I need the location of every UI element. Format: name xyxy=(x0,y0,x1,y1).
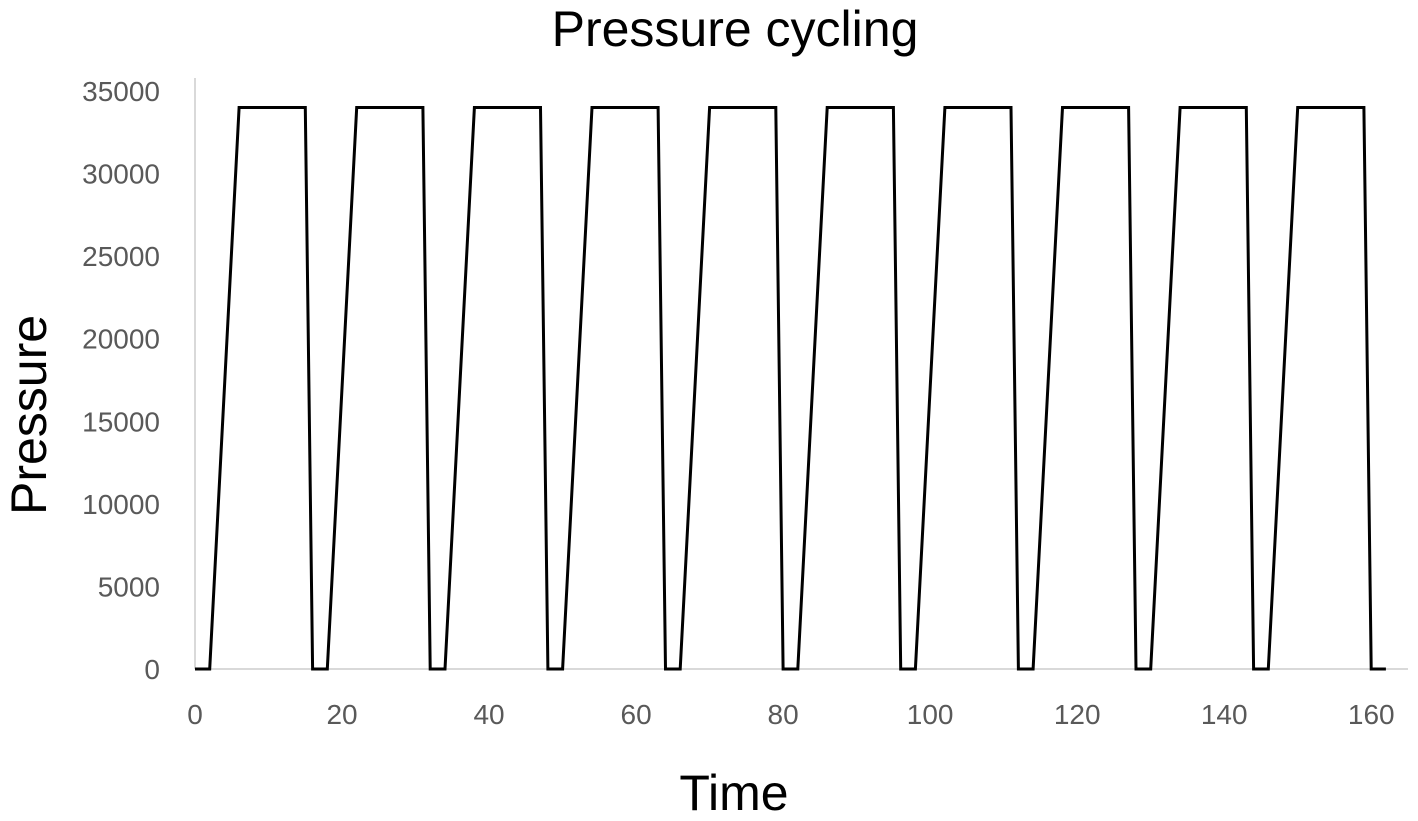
chart-title: Pressure cycling xyxy=(552,1,919,57)
x-tick-label: 80 xyxy=(768,699,799,730)
x-tick-label: 100 xyxy=(907,699,954,730)
x-tick-label: 60 xyxy=(621,699,652,730)
x-axis-title: Time xyxy=(679,765,788,821)
x-tick-label: 120 xyxy=(1054,699,1101,730)
x-tick-label: 140 xyxy=(1201,699,1248,730)
y-tick-label: 35000 xyxy=(82,76,160,107)
x-tick-label: 0 xyxy=(187,699,203,730)
x-tick-label: 40 xyxy=(473,699,504,730)
y-tick-label: 10000 xyxy=(82,489,160,520)
y-tick-label: 20000 xyxy=(82,324,160,355)
y-tick-label: 5000 xyxy=(98,571,160,602)
y-tick-label: 0 xyxy=(144,654,160,685)
series-group xyxy=(195,106,1386,671)
pressure-series-line xyxy=(195,106,1386,671)
y-tick-label: 15000 xyxy=(82,406,160,437)
x-tick-label: 20 xyxy=(326,699,357,730)
y-axis-title: Pressure xyxy=(1,315,57,515)
x-tick-labels: 0 20 40 60 80 100 120 140 160 xyxy=(187,699,1394,730)
y-tick-label: 30000 xyxy=(82,159,160,190)
y-tick-labels: 0 5000 10000 15000 20000 25000 30000 35000 xyxy=(82,76,160,685)
y-tick-label: 25000 xyxy=(82,241,160,272)
x-tick-label: 160 xyxy=(1348,699,1395,730)
